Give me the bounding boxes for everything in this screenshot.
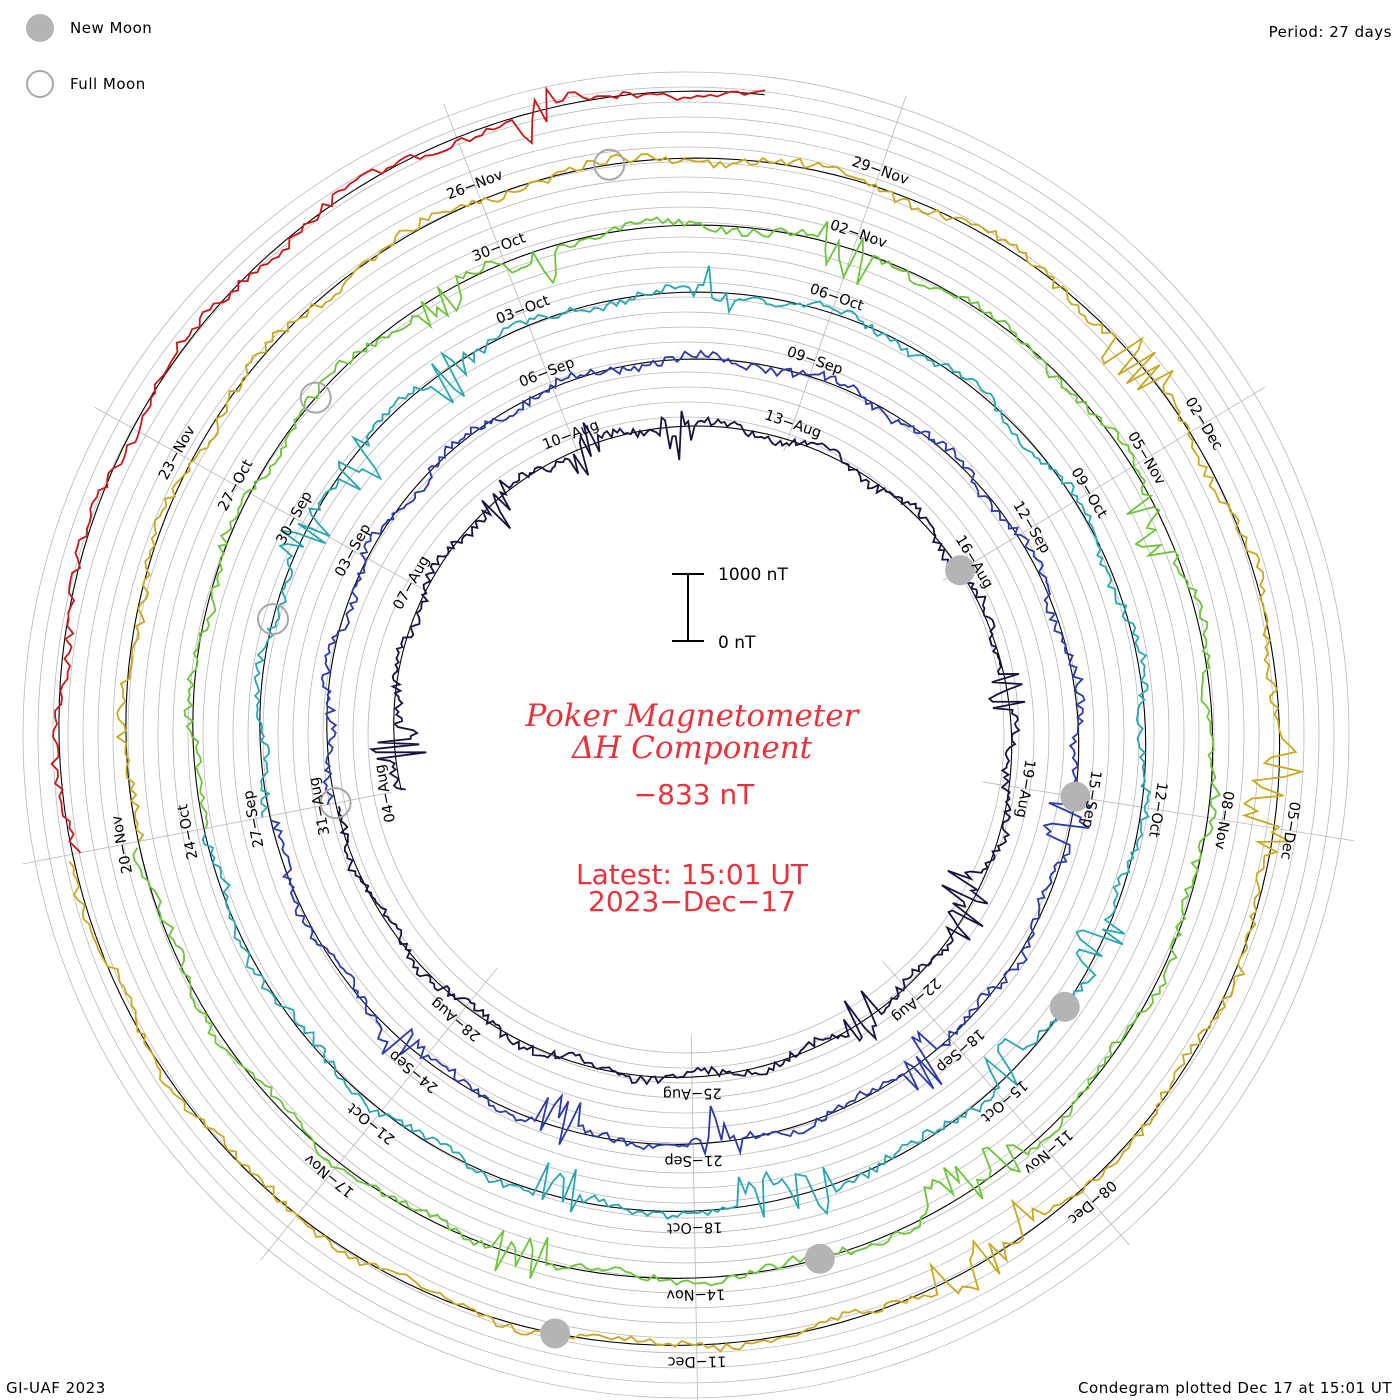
scale-bar: 1000 nT 0 nT: [672, 565, 788, 653]
date-label: 06−Oct: [808, 281, 866, 314]
grid-ring: [352, 401, 1020, 1069]
full-moon-icon: [26, 70, 54, 98]
date-label: 18−Sep: [933, 1025, 987, 1075]
series-line-04-Aug: [337, 410, 1026, 1086]
full-moon-marker: [593, 148, 626, 181]
period-label: Period: 27 days: [1268, 23, 1392, 41]
grid-spoke: [22, 791, 392, 865]
new-moon-marker: [540, 1318, 571, 1349]
grid-spoke: [690, 1034, 699, 1400]
grid-ring: [127, 176, 1245, 1294]
grid-ring: [157, 206, 1215, 1264]
legend-new-moon-label: New Moon: [70, 19, 153, 37]
chart-subtitle: ΔH Component: [571, 730, 813, 766]
date-label: 26−Nov: [445, 167, 506, 203]
scale-bottom-label: 0 nT: [718, 633, 756, 653]
grid-spoke: [882, 961, 1130, 1246]
grid-spoke: [94, 406, 424, 590]
date-label: 09−Sep: [785, 344, 845, 378]
date-label: 12−Oct: [1145, 781, 1170, 839]
date-label: 24−Sep: [386, 1047, 441, 1096]
grid-ring: [37, 86, 1335, 1384]
grid-ring: [202, 251, 1170, 1219]
full-moon-marker: [319, 787, 352, 820]
legend-new-moon: New Moon: [26, 14, 152, 42]
grid-ring: [172, 221, 1200, 1249]
date-label: 19−Aug: [1012, 758, 1037, 819]
chart-title: Poker Magnetometer: [525, 698, 861, 734]
series-line-27-Sep: [201, 265, 1151, 1221]
grid-ring: [67, 116, 1305, 1354]
baseline-spiral: [58, 90, 1281, 1346]
series-line-31-Aug: [269, 349, 1092, 1157]
grid-spoke: [942, 386, 1266, 581]
grid-ring: [247, 296, 1125, 1174]
grid-ring: [22, 71, 1350, 1399]
full-moon-marker: [256, 603, 289, 636]
plot-time-label: Condegram plotted Dec 17 at 15:01 UT: [1078, 1379, 1392, 1397]
grid-ring: [82, 131, 1290, 1339]
grid-ring: [187, 236, 1185, 1234]
date-label: 30−Oct: [470, 230, 528, 265]
new-moon-marker: [945, 555, 976, 586]
legend-full-moon-label: Full Moon: [70, 75, 146, 93]
date-label: 02−Dec: [1182, 395, 1226, 454]
date-label: 31−Aug: [306, 776, 333, 837]
latest-date: 2023−Dec−17: [588, 885, 796, 918]
date-label: 29−Nov: [850, 154, 911, 188]
date-label: 04−Aug: [372, 763, 399, 824]
date-label: 25−Aug: [663, 1085, 722, 1102]
latest-time: Latest: 15:01 UT: [576, 858, 809, 891]
legend-full-moon: Full Moon: [26, 70, 146, 98]
date-label: 27−Oct: [216, 457, 257, 514]
grid-spoke: [982, 781, 1354, 842]
full-moon-marker: [299, 381, 332, 414]
data-series: [50, 86, 1305, 1353]
date-label: 18−Oct: [666, 1219, 722, 1236]
grid-ring: [97, 146, 1275, 1324]
grid-ring: [217, 266, 1155, 1204]
date-label: 05−Dec: [1277, 800, 1302, 860]
moon-markers: [256, 148, 1091, 1349]
new-moon-marker: [804, 1243, 835, 1274]
new-moon-marker: [1049, 991, 1080, 1022]
scale-top-label: 1000 nT: [718, 565, 788, 585]
new-moon-icon: [26, 14, 54, 42]
grid-ring: [337, 386, 1035, 1084]
date-label: 14−Nov: [666, 1286, 726, 1303]
grid-spoke: [443, 103, 579, 456]
date-label: 08−Nov: [1211, 790, 1236, 851]
grid-ring: [112, 161, 1260, 1309]
grid-ring: [307, 356, 1065, 1114]
grid-ring: [322, 371, 1050, 1099]
date-label: 21−Sep: [664, 1152, 722, 1169]
series-line-14-Dec: [50, 86, 766, 854]
grid-ring: [367, 416, 1005, 1054]
date-label: 11−Dec: [667, 1353, 726, 1370]
grid-ring: [277, 326, 1095, 1144]
credit-label: GI-UAF 2023: [6, 1379, 106, 1397]
date-label: 08−Dec: [1064, 1177, 1119, 1228]
series-line-24-Oct: [132, 216, 1221, 1287]
date-label: 13−Aug: [762, 407, 823, 441]
baseline-spiral-path: [58, 90, 1281, 1346]
date-label: 06−Sep: [517, 355, 577, 391]
series-line-20-Nov: [68, 153, 1305, 1353]
current-value: −833 nT: [634, 778, 756, 811]
new-moon-marker: [1060, 781, 1091, 812]
